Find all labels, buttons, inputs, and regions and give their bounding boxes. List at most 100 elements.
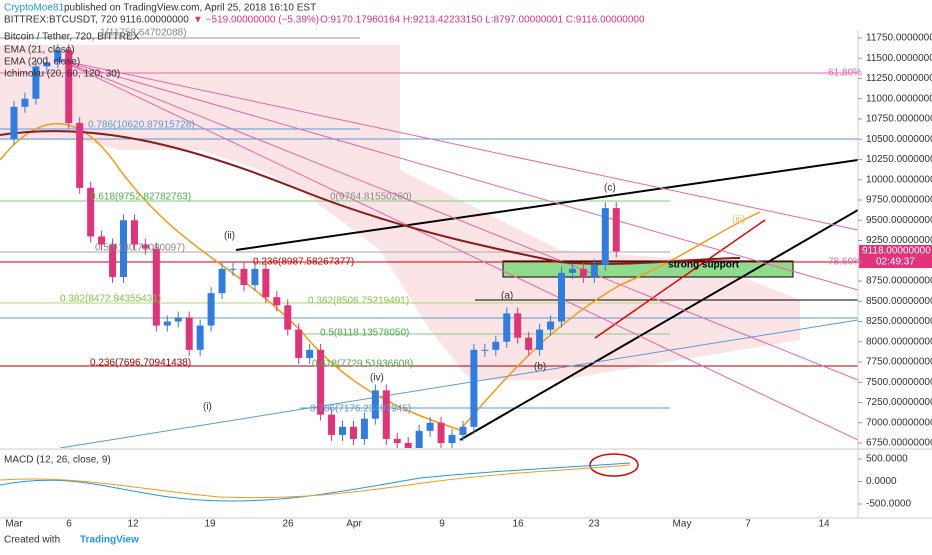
annotation: 61.80% [828,68,862,79]
annotation: (i) [203,402,212,413]
candle [163,321,171,326]
candle [141,244,149,249]
candle [371,390,379,419]
price-tick-label: 7750.00000000 [866,357,932,368]
candle [328,414,336,435]
candle [120,220,127,277]
price-tick-label: 9500.00000000 [866,215,932,226]
candle [547,321,555,330]
trend-line [459,209,858,441]
candle [612,208,620,252]
candle [459,426,467,435]
candle [21,98,29,107]
candle [514,313,522,338]
candle [579,268,587,277]
price-tick-label: 7000.00000000 [866,417,932,428]
candle [492,341,500,350]
macd-tick-label: 0.0000 [866,476,897,487]
footer-created: Created with [4,535,60,546]
trend-line [59,319,858,448]
legend-entry: EMA (21, close) [4,45,75,56]
candle [415,430,423,448]
candle [360,418,368,439]
candle [426,422,434,431]
candle [174,317,182,322]
candle [393,438,401,443]
annotation: 0.5(8118.13578050) [320,328,409,339]
time-tick-label: Apr [346,519,362,530]
price-tick-label: 7500.00000000 [866,377,932,388]
price-tick-label: 10250.00000000 [866,154,932,165]
price-tick-label: 11000.00000000 [866,93,932,104]
macd-label: MACD (12, 26, close, 9) [4,455,111,466]
price-tick-label: 10750.00000000 [866,114,932,125]
macd-tick-label: -500.0000 [866,499,911,510]
last-price: 9118.00000000 [862,246,931,257]
time-tick-label: 12 [127,519,139,530]
trend-line [59,59,858,441]
candle [590,264,598,277]
footer-brand[interactable]: TradingView [80,535,139,546]
annotation: (b) [534,362,546,373]
macd-tick-label: 500.0000 [866,454,908,465]
annotation: 0(9764.81550260) [330,192,412,203]
annotation: 0.236(7696.70941438) [90,358,191,369]
time-tick-label: 9 [439,519,445,530]
signal-line [0,464,631,499]
trend-line [594,219,766,339]
trend-line [235,159,858,251]
annotation: 0.786(10620.87915728) [88,120,195,131]
time-tick-label: 23 [588,519,600,530]
candle [536,329,544,350]
annotation: 0.382(8472.94355431) [60,294,161,305]
annotation: 78.60% [828,257,862,268]
price-tick-label: 11500.00000000 [866,53,932,64]
annotation: 0.786(7176.23497945) [310,404,411,415]
trend-line [59,59,858,381]
price-tick-label: 8250.00000000 [866,316,932,327]
ema-21 [0,123,761,431]
candle [262,268,270,298]
candle [317,349,325,415]
candle [568,268,576,273]
time-tick-label: 16 [512,519,524,530]
author[interactable]: CryptoMoe81 [4,3,64,14]
candle [339,426,346,435]
annotation: 0.618(9752.82782763) [90,192,191,203]
time-tick-label: 7 [745,519,751,530]
price-tick-label: 8750.00000000 [866,276,932,287]
candle [130,220,138,245]
trend-line [59,59,858,291]
price-tick-label: 11750.00000000 [866,33,932,44]
candle [43,62,51,67]
annotation: 0.236(8987.58267377) [253,257,354,268]
candle [218,268,226,294]
candle [295,329,303,358]
change: ▼ −519.00000000 (−5.39%) [193,15,319,26]
header-bg [0,0,932,28]
candle [470,349,478,427]
legend-entry: Bitcoin / Tether, 720, BITTREX [4,32,140,43]
candle [87,187,95,237]
candle [448,434,456,443]
annotation: (ii) [224,231,235,242]
candle [437,422,445,443]
time-tick-label: May [673,519,692,530]
legend-entry: Ichimoku (20, 60, 120, 30) [4,69,120,80]
last: 9116.00000000 [120,15,189,26]
time-tick-label: Mar [5,519,23,530]
ema-200 [0,130,741,265]
price-tick-label: 6750.00000000 [866,438,932,449]
time-tick-label: 19 [204,519,216,530]
candle [98,236,106,245]
annotation: (iii) [732,215,745,226]
price-tick-label: 10500.00000000 [866,134,932,145]
candle [152,248,160,326]
price-tick-label: 9250.00000000 [866,235,932,246]
annotation: strong support [668,260,740,271]
candle [525,337,533,350]
candle [404,443,412,448]
price-tick-label: 8500.00000000 [866,296,932,307]
candles [10,44,620,448]
